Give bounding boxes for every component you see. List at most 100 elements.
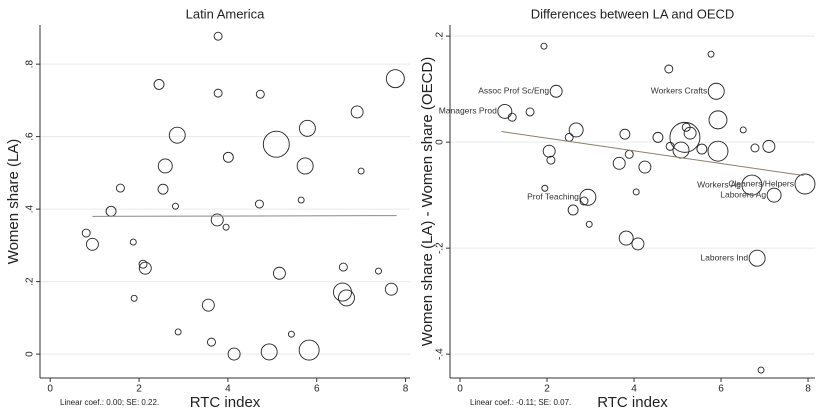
point-label: Laborers Ag xyxy=(720,189,766,199)
bubble xyxy=(507,112,517,122)
bubble xyxy=(631,237,645,251)
bubble xyxy=(707,82,725,100)
bubble xyxy=(255,89,265,99)
bubble xyxy=(172,202,179,210)
bubble xyxy=(739,126,747,134)
x-tick-label: 4 xyxy=(225,384,231,395)
bubble xyxy=(213,31,223,41)
bubble xyxy=(757,366,765,374)
x-tick-label: 4 xyxy=(631,384,637,395)
bubble xyxy=(157,158,173,174)
point-label: Managers Prod xyxy=(439,106,497,116)
bubble xyxy=(497,103,513,119)
bubble xyxy=(652,131,664,143)
bubble xyxy=(669,121,701,153)
bubble xyxy=(130,294,138,302)
x-axis-label: RTC index xyxy=(190,394,261,408)
bubble xyxy=(129,238,137,246)
bubble xyxy=(541,184,549,192)
bubble xyxy=(138,261,152,275)
point-label: Workers Crafts xyxy=(651,86,708,96)
point-label: Prof Teaching xyxy=(527,192,579,202)
x-tick-label: 0 xyxy=(457,384,463,395)
bubble xyxy=(168,126,186,144)
chart-title: Differences between LA and OECD xyxy=(531,6,735,21)
bubble xyxy=(579,196,589,206)
bubble xyxy=(262,130,290,158)
bubble xyxy=(254,199,264,209)
bubble xyxy=(762,139,776,153)
bubble xyxy=(298,119,316,137)
point-label: Laborers Ind xyxy=(700,252,748,262)
bubble xyxy=(707,50,715,58)
bubble xyxy=(750,143,760,153)
bubble xyxy=(564,132,574,142)
fit-line xyxy=(92,215,397,217)
bubble xyxy=(546,155,556,165)
bubble xyxy=(222,223,230,231)
bubble xyxy=(338,289,355,307)
x-tick-label: 6 xyxy=(314,384,320,395)
y-axis-label: Women share (LA) - Women share (OECD) xyxy=(419,57,436,347)
bubble xyxy=(741,174,763,196)
bubble xyxy=(81,228,91,238)
bubble xyxy=(201,298,215,312)
bubble xyxy=(525,107,535,117)
bubble xyxy=(542,144,556,158)
y-tick-label: .2 xyxy=(435,32,446,41)
bubble xyxy=(105,205,117,217)
bubble xyxy=(338,262,348,272)
bubble xyxy=(227,347,241,361)
bubble xyxy=(664,64,674,74)
bubble xyxy=(272,266,286,280)
y-tick-label: 0 xyxy=(25,351,36,357)
bubble xyxy=(632,188,640,196)
y-tick-label: .4 xyxy=(25,205,36,214)
bubble xyxy=(260,343,278,361)
x-tick-label: 8 xyxy=(403,384,409,395)
bubble xyxy=(115,183,125,193)
bubble xyxy=(333,282,352,302)
bubble xyxy=(549,84,563,98)
x-axis-label: RTC index xyxy=(597,394,668,408)
bubble xyxy=(540,42,548,50)
bubble xyxy=(222,151,234,163)
point-label: Assoc Prof Sc/Eng xyxy=(478,86,549,96)
fit-line xyxy=(501,131,804,177)
bubble xyxy=(567,204,579,216)
y-tick-label: -.4 xyxy=(435,348,446,360)
bubble xyxy=(297,196,305,204)
y-tick-label: .2 xyxy=(25,277,36,286)
y-axis-label: Women share (LA) xyxy=(5,139,22,265)
y-tick-label: .6 xyxy=(25,132,36,141)
bubble xyxy=(619,128,631,140)
footnote: Linear coef.: -0.11; SE: 0.07. xyxy=(470,398,571,407)
x-tick-label: 6 xyxy=(718,384,724,395)
bubble xyxy=(672,141,690,159)
bubble xyxy=(384,282,398,296)
bubble xyxy=(638,160,652,174)
bubble xyxy=(568,122,584,138)
bubble xyxy=(708,110,728,130)
bubble xyxy=(210,213,224,227)
bubble xyxy=(766,187,782,203)
x-tick-label: 2 xyxy=(136,384,142,395)
bubble xyxy=(683,126,697,140)
y-tick-label: 0 xyxy=(435,139,446,145)
bubble xyxy=(287,330,295,338)
bubble xyxy=(153,78,165,90)
bubble xyxy=(794,173,816,195)
chart-title: Latin America xyxy=(186,6,266,21)
bubble xyxy=(138,259,148,269)
bubble xyxy=(748,249,766,267)
bubble xyxy=(624,149,634,159)
bubble xyxy=(207,337,216,347)
bubble xyxy=(618,230,634,246)
bubble xyxy=(298,339,320,361)
bubble xyxy=(213,88,223,98)
bubble xyxy=(357,167,365,175)
point-label: Cleaners/Helpers xyxy=(728,178,794,188)
x-tick-label: 0 xyxy=(47,384,53,395)
